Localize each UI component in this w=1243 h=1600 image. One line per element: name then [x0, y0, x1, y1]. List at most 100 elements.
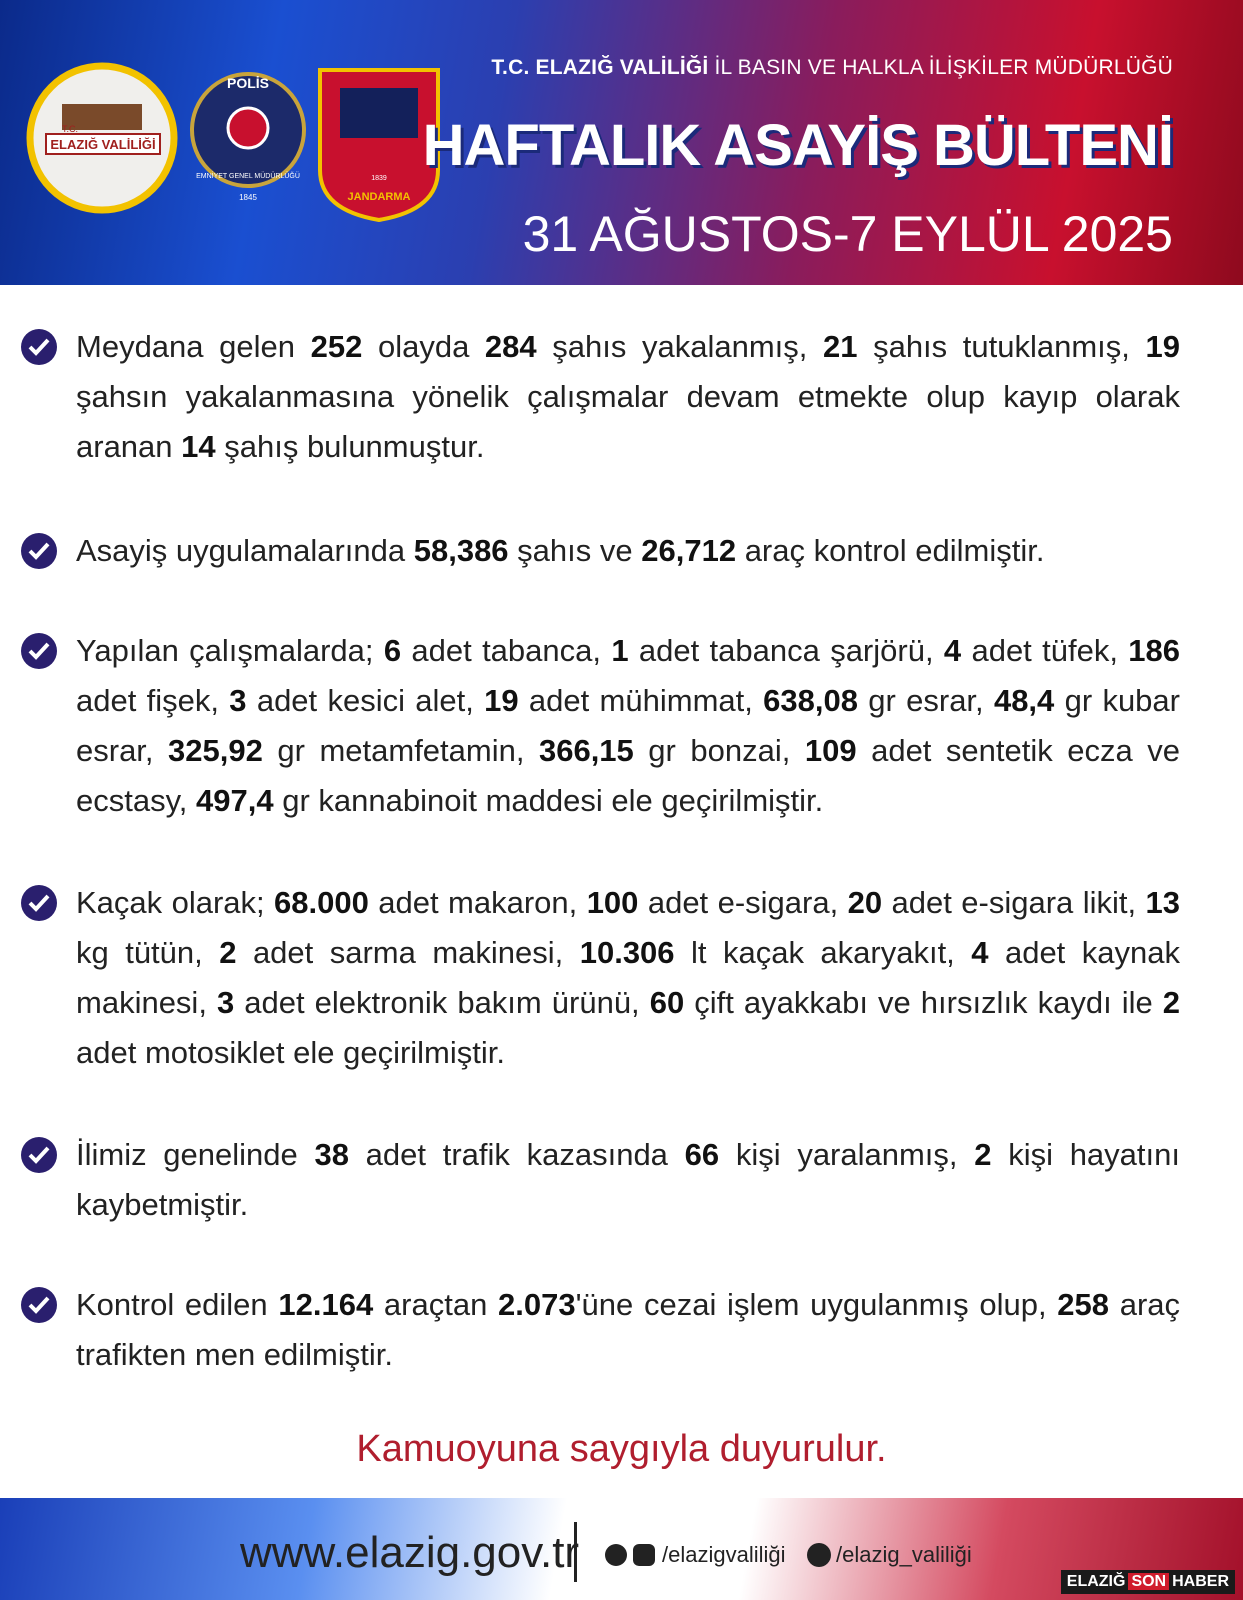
figure: 258 [1057, 1287, 1109, 1322]
logos: T.C. ELAZIĞ VALİLİĞİ POLİS EMNİYET GENEL… [26, 62, 440, 223]
text: gr esrar, [857, 683, 994, 718]
text: adet tüfek, [961, 633, 1129, 668]
figure: 186 [1128, 633, 1180, 668]
figure: 10.306 [579, 935, 675, 970]
logo-text: ELAZIĞ VALİLİĞİ [50, 137, 155, 152]
text: Kontrol edilen [76, 1287, 279, 1322]
figure: 3 [216, 985, 235, 1020]
text: Asayiş uygulamalarında [76, 533, 414, 568]
figure: 19 [1145, 329, 1181, 364]
bulletin-item: Asayiş uygulamalarında 58,386 şahıs ve 2… [76, 526, 1180, 576]
bulletin-item: Kontrol edilen 12.164 araçtan 2.073'üne … [76, 1280, 1180, 1380]
figure: 6 [383, 633, 402, 668]
text: gr kannabinoit maddesi ele geçirilmiştir… [273, 783, 824, 818]
text: adet tabanca şarjörü, [628, 633, 944, 668]
footer: www.elazig.gov.tr /elazigvaliliği /elazi… [0, 1498, 1243, 1600]
text: şahış bulunmuştur. [215, 429, 485, 464]
figure: 2 [974, 1137, 992, 1172]
bulletin-item: Meydana gelen 252 olayda 284 şahıs yakal… [76, 322, 1180, 472]
text: adet makaron, [368, 885, 587, 920]
figure: 38 [314, 1137, 349, 1172]
text: lt kaçak akaryakıt, [674, 935, 972, 970]
text: Meydana gelen [76, 329, 311, 364]
text: araç kontrol edilmiştir. [736, 533, 1045, 568]
text: Yapılan çalışmalarda; [76, 633, 384, 668]
figure: 252 [310, 329, 363, 364]
star [226, 106, 270, 150]
text: gr kubar esrar, [76, 683, 1180, 768]
figure: 2 [1162, 985, 1181, 1020]
text: adet fişek, [76, 683, 230, 718]
text: adet kaynak makinesi, [76, 935, 1180, 1020]
top-line-bold: T.C. ELAZIĞ VALİLİĞİ [491, 56, 709, 79]
text: çift ayakkabı ve hırsızlık kaydı ile [684, 985, 1163, 1020]
text: gr metamfetamin, [262, 733, 539, 768]
castle [62, 104, 142, 130]
figure: 48,4 [993, 683, 1055, 718]
logo-text: 1845 [239, 193, 257, 202]
figure: 2 [219, 935, 237, 970]
website: www.elazig.gov.tr [240, 1528, 580, 1577]
bulletin-item: Kaçak olarak; 68.000 adet makaron, 100 a… [76, 878, 1180, 1078]
text: araçtan [373, 1287, 499, 1322]
text: kg tütün, [76, 935, 220, 970]
text: şahıs tutuklanmış, [857, 329, 1146, 364]
figure: 13 [1145, 885, 1180, 920]
text: şahıs yakalanmış, [536, 329, 823, 364]
header: T.C. ELAZIĞ VALİLİĞİ POLİS EMNİYET GENEL… [0, 0, 1243, 285]
text: adet mühimmat, [518, 683, 764, 718]
check-icon [21, 885, 57, 921]
text: adet e-sigara likit, [882, 885, 1146, 920]
figure: 26,712 [641, 533, 737, 568]
text: adet kesici alet, [246, 683, 485, 718]
shield [340, 88, 418, 138]
figure: 14 [181, 429, 216, 464]
text: gr bonzai, [633, 733, 805, 768]
text: adet sarma makinesi, [236, 935, 580, 970]
top-line-rest: İL BASIN VE HALKLA İLİŞKİLER MÜDÜRLÜĞÜ [714, 56, 1173, 79]
figure: 3 [229, 683, 247, 718]
social-handle: /elazigvaliliği [662, 1542, 786, 1567]
check-icon [21, 1137, 57, 1173]
logo-text: 1839 [371, 175, 387, 182]
top-line: T.C. ELAZIĞ VALİLİĞİ İL BASIN VE HALKLA … [491, 56, 1173, 80]
figure: 1 [611, 633, 629, 668]
figure: 109 [804, 733, 857, 768]
text: olayda [362, 329, 485, 364]
date: 31 AĞUSTOS-7 EYLÜL 2025 [522, 206, 1173, 262]
logo-text: EMNİYET GENEL MÜDÜRLÜĞÜ [196, 171, 300, 180]
figure: 284 [484, 329, 537, 364]
logo-text: JANDARMA [348, 191, 411, 203]
figure: 68.000 [274, 885, 369, 920]
x-icon [807, 1543, 831, 1567]
figure: 638,08 [763, 683, 858, 718]
figure: 366,15 [538, 733, 634, 768]
text: İlimiz genelinde [76, 1137, 315, 1172]
logo-text: T.C. [62, 124, 78, 134]
text: Kaçak olarak; [76, 885, 275, 920]
text: adet e-sigara, [638, 885, 848, 920]
check-icon [21, 329, 57, 365]
figure: 60 [649, 985, 685, 1020]
figure: 100 [586, 885, 639, 920]
badge-text: SON [1128, 1573, 1170, 1590]
text: şahsın yakalanmasına yönelik çalışmalar … [76, 379, 1180, 464]
text: adet sentetik ecza ve ecstasy, [76, 733, 1180, 818]
title: HAFTALIK ASAYİŞ BÜLTENİ [422, 113, 1174, 178]
text: kişi hayatını kaybetmiştir. [76, 1137, 1180, 1222]
figure: 19 [484, 683, 519, 718]
badge-text: HABER [1172, 1573, 1229, 1590]
badge-text: ELAZIĞ [1066, 1573, 1126, 1590]
figure: 2.073 [498, 1287, 576, 1322]
figure: 66 [684, 1137, 720, 1172]
figure: 497,4 [196, 783, 274, 818]
check-icon [21, 533, 57, 569]
figure: 4 [971, 935, 989, 970]
logo-box [45, 133, 161, 155]
figure: 325,92 [168, 733, 263, 768]
figure: 20 [847, 885, 883, 920]
figure: 12.164 [278, 1287, 374, 1322]
bulletin-item: Yapılan çalışmalarda; 6 adet tabanca, 1 … [76, 626, 1180, 826]
text: araç trafikten men edilmiştir. [76, 1287, 1181, 1372]
check-icon [21, 633, 57, 669]
